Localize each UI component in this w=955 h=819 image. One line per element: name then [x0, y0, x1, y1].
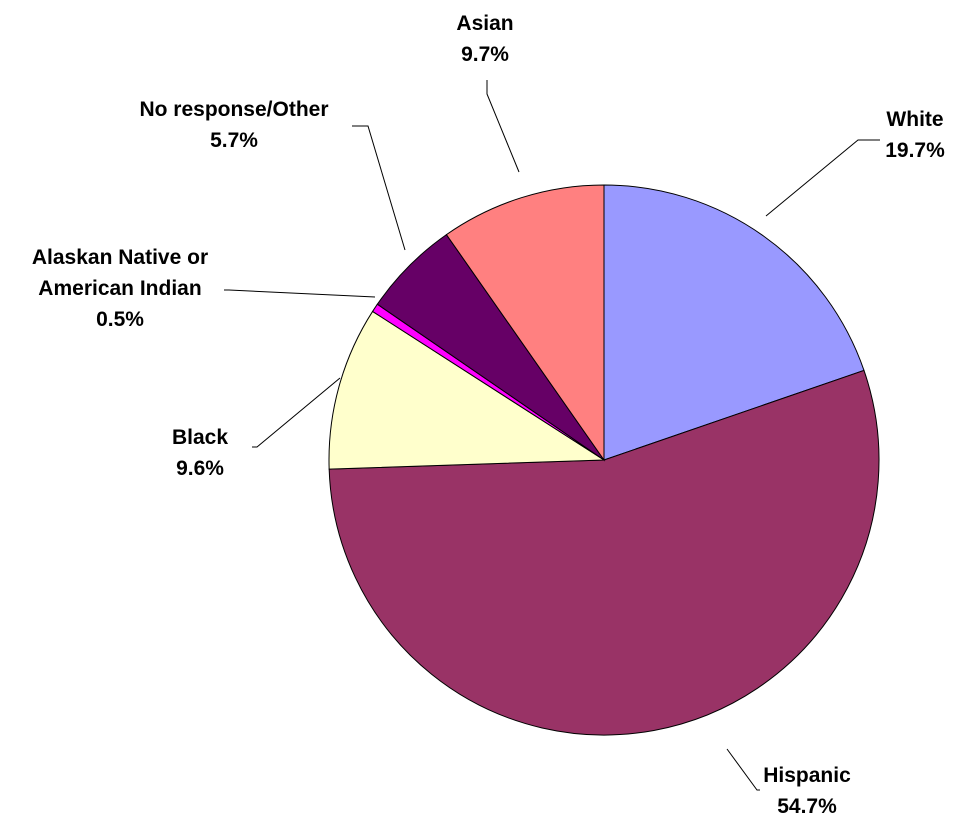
slice-label: Alaskan Native or American Indian 0.5%	[32, 246, 208, 331]
slice-value: 19.7%	[885, 139, 945, 162]
slice-value: 9.6%	[176, 457, 224, 480]
leader-lines	[224, 80, 880, 791]
slice-name: Alaskan Native or	[32, 246, 208, 269]
slice-label: Hispanic 54.7%	[763, 764, 851, 818]
leader-line	[726, 748, 760, 791]
slice-labels: White 19.7% Hispanic 54.7% Black 9.6% Alaskan …	[32, 12, 945, 818]
pie-slice-black	[328, 310, 606, 470]
leader-line	[352, 125, 406, 251]
slice-value: 5.7%	[210, 129, 258, 152]
pie-slice-white	[603, 184, 865, 461]
slice-name: Asian	[456, 12, 513, 35]
leader-line	[765, 139, 880, 217]
pie-slice-hispanic	[328, 369, 880, 736]
slice-name: American Indian	[38, 277, 201, 300]
slice-value: 0.5%	[96, 308, 144, 331]
leader-line	[224, 289, 376, 298]
slice-name: White	[886, 108, 943, 131]
slice-label: White 19.7%	[885, 108, 945, 162]
slice-label: Black 9.6%	[172, 426, 228, 480]
slice-name: Hispanic	[763, 764, 851, 787]
slice-name: No response/Other	[139, 98, 328, 121]
slice-value: 9.7%	[461, 43, 509, 66]
slice-name: Black	[172, 426, 228, 449]
slice-label: No response/Other 5.7%	[139, 98, 328, 152]
leader-line	[252, 377, 341, 448]
slice-value: 54.7%	[777, 795, 837, 818]
slice-label: Asian 9.7%	[456, 12, 513, 66]
leader-line	[486, 80, 520, 173]
pie-slices	[328, 184, 880, 736]
pie-slice-asian	[445, 184, 605, 462]
